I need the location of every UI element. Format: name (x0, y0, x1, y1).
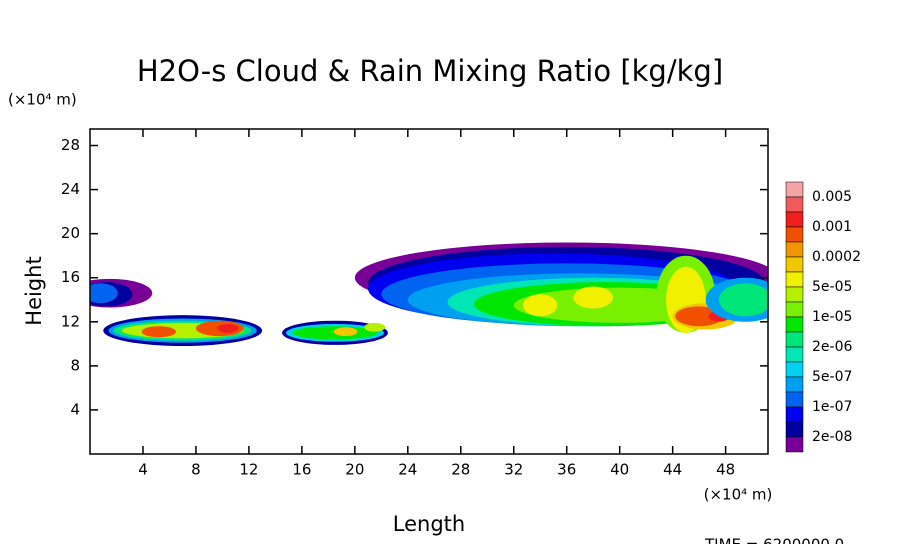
contour-region (523, 294, 558, 317)
colorbar-swatch (785, 361, 804, 378)
contour-region (333, 327, 358, 337)
contour-region (141, 326, 177, 338)
plot-frame (89, 128, 769, 455)
colorbar-label: 0.005 (812, 189, 852, 205)
colorbar-swatch (785, 181, 804, 198)
y-tick-label: 20 (61, 224, 80, 242)
contour-region (217, 324, 239, 333)
colorbar-swatch (785, 256, 804, 273)
colorbar-swatch (785, 391, 804, 408)
chart-title: H2O-s Cloud & Rain Mixing Ratio [kg/kg] (137, 54, 723, 88)
y-tick-label: 12 (61, 312, 80, 330)
y-axis-label: Height (22, 256, 46, 325)
contour-region (719, 283, 768, 317)
colorbar-swatch (785, 241, 804, 258)
contour-field (90, 242, 768, 347)
y-tick-label: 16 (61, 268, 80, 286)
colorbar-label: 1e-07 (812, 399, 852, 415)
colorbar-swatch (785, 196, 804, 213)
colorbar-label: 5e-05 (812, 279, 852, 295)
colorbar-label: 0.001 (812, 219, 852, 235)
x-tick-label: 4 (138, 461, 148, 479)
x-tick-label: 16 (292, 461, 311, 479)
x-tick-label: 44 (663, 461, 682, 479)
x-tick-label: 20 (345, 461, 364, 479)
colorbar-label: 5e-07 (812, 369, 852, 385)
colorbar-swatch (785, 406, 804, 423)
colorbar-swatch (785, 226, 804, 243)
colorbar-swatch (785, 436, 804, 453)
x-tick-label: 48 (716, 461, 735, 479)
x-tick-label: 28 (451, 461, 470, 479)
x-tick-label: 32 (504, 461, 523, 479)
y-unit: (×10⁴ m) (8, 91, 77, 109)
y-tick-label: 28 (61, 136, 80, 154)
y-tick-label: 24 (61, 180, 80, 198)
colorbar-swatch (785, 421, 804, 438)
colorbar-label: 0.0002 (812, 249, 861, 265)
colorbar-label: 2e-08 (812, 429, 852, 445)
contour-region (90, 283, 118, 304)
footer: TIME = 6200000.0 (704, 536, 844, 544)
x-tick-label: 36 (557, 461, 576, 479)
contour-region (573, 286, 614, 309)
colorbar-swatch (785, 316, 804, 333)
x-tick-label: 8 (191, 461, 201, 479)
x-axis-label: Length (393, 512, 465, 536)
x-unit: (×10⁴ m) (704, 486, 773, 504)
colorbar-swatch (785, 376, 804, 393)
x-tick-label: 12 (239, 461, 258, 479)
colorbar-swatch (785, 301, 804, 318)
x-tick-label: 24 (398, 461, 417, 479)
y-tick-label: 8 (70, 356, 80, 374)
colorbar-label: 1e-05 (812, 309, 852, 325)
colorbar-swatch (785, 346, 804, 363)
x-tick-label: 40 (610, 461, 629, 479)
contour-region (364, 322, 386, 332)
colorbar-swatch (785, 286, 804, 303)
y-tick-label: 4 (70, 400, 80, 418)
colorbar-swatch (785, 271, 804, 288)
colorbar-swatch (785, 331, 804, 348)
colorbar-swatch (785, 211, 804, 228)
contour-region (675, 306, 723, 327)
colorbar-label: 2e-06 (812, 339, 852, 355)
